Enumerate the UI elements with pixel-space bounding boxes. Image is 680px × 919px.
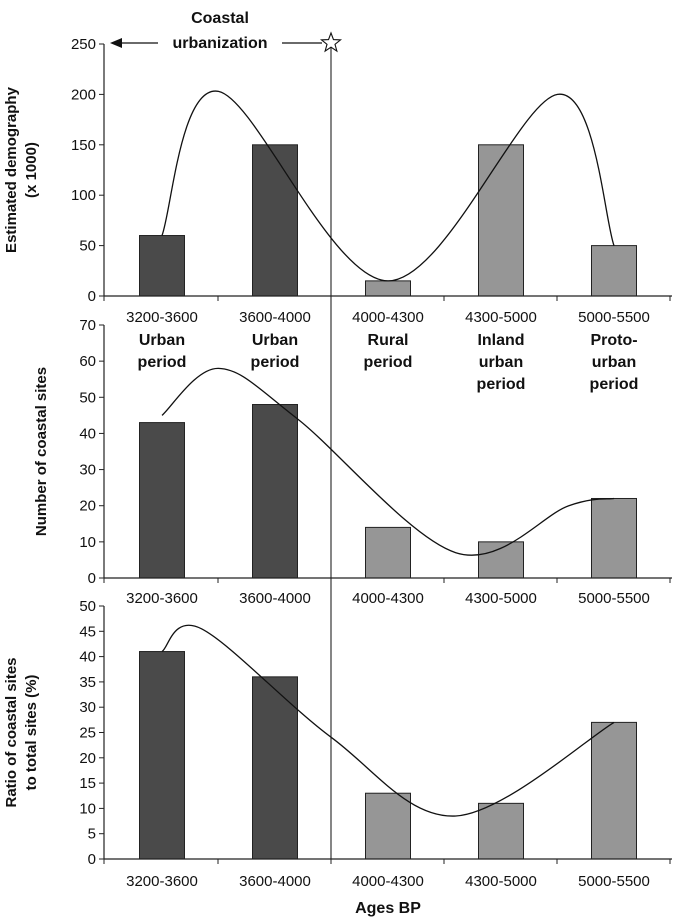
y-tick-label-panel2: 60 (79, 353, 96, 370)
y-tick-label-panel1: 150 (71, 137, 96, 154)
y-axis-title-panel3: to total sites (%) (23, 675, 40, 791)
bar-panel1-3200-3600 (139, 235, 185, 297)
period-label-3: period (364, 354, 413, 371)
bar-panel1-4300-5000 (478, 144, 524, 297)
bar-panel2-3600-4000 (252, 404, 298, 579)
x-tick-label-panel2: 3200-3600 (126, 590, 198, 607)
x-tick-label-panel1: 3200-3600 (126, 309, 198, 326)
period-label-2: Urban (252, 332, 298, 349)
x-tick-label-panel2: 4000-4300 (352, 590, 424, 607)
bar-panel1-5000-5500 (591, 245, 637, 297)
y-tick-label-panel3: 5 (88, 826, 96, 843)
y-tick-label-panel1: 200 (71, 86, 96, 103)
y-tick-label-panel3: 50 (79, 598, 96, 615)
y-tick-label-panel3: 20 (79, 750, 96, 767)
period-label-5: urban (592, 354, 636, 371)
trend-curve-panel1 (161, 90, 615, 282)
x-tick-label-panel1: 4300-5000 (465, 309, 537, 326)
y-axis-title-panel2: Number of coastal sites (33, 367, 50, 536)
period-label-5: period (590, 376, 639, 393)
x-tick-label-panel1: 3600-4000 (239, 309, 311, 326)
bars-layer (139, 144, 637, 860)
x-tick-label-panel3: 4000-4300 (352, 873, 424, 890)
x-tick-label-panel2: 5000-5500 (578, 590, 650, 607)
period-label-1: Urban (139, 332, 185, 349)
annotation-arrowhead (110, 38, 122, 48)
bar-panel2-3200-3600 (139, 422, 185, 579)
y-tick-label-panel1: 50 (79, 238, 96, 255)
trend-curve-panel2 (161, 367, 615, 556)
x-tick-label-panel1: 4000-4300 (352, 309, 424, 326)
bar-panel2-5000-5500 (591, 497, 637, 579)
y-tick-label-panel1: 250 (71, 36, 96, 53)
y-tick-label-panel3: 25 (79, 725, 96, 742)
bar-panel3-4300-5000 (478, 802, 524, 860)
bar-panel1-3600-4000 (252, 144, 298, 297)
bar-panel3-4000-4300 (365, 792, 411, 860)
y-tick-label-panel3: 35 (79, 674, 96, 691)
y-tick-label-panel2: 70 (79, 317, 96, 334)
y-tick-label-panel3: 0 (88, 851, 96, 868)
y-tick-label-panel2: 0 (88, 570, 96, 587)
annotation-line-2: urbanization (172, 35, 267, 52)
y-tick-label-panel3: 30 (79, 699, 96, 716)
y-tick-label-panel2: 40 (79, 425, 96, 442)
period-label-4: period (477, 376, 526, 393)
x-tick-label-panel1: 5000-5500 (578, 309, 650, 326)
axes-layer (99, 43, 672, 864)
period-label-4: Inland (477, 332, 524, 349)
bar-panel3-5000-5500 (591, 721, 637, 860)
x-tick-label-panel3: 5000-5500 (578, 873, 650, 890)
y-tick-label-panel1: 100 (71, 187, 96, 204)
y-tick-label-panel2: 10 (79, 534, 96, 551)
period-label-2: period (251, 354, 300, 371)
x-axis-title: Ages BP (355, 900, 421, 917)
y-tick-label-panel2: 30 (79, 462, 96, 479)
x-tick-label-panel2: 3600-4000 (239, 590, 311, 607)
y-axis-title-panel1: Estimated demography (3, 86, 20, 253)
x-tick-label-panel3: 4300-5000 (465, 873, 537, 890)
x-tick-label-panel3: 3200-3600 (126, 873, 198, 890)
y-tick-label-panel2: 50 (79, 389, 96, 406)
bar-panel3-3600-4000 (252, 676, 298, 860)
x-tick-label-panel3: 3600-4000 (239, 873, 311, 890)
period-label-1: period (138, 354, 187, 371)
x-tick-label-panel2: 4300-5000 (465, 590, 537, 607)
bar-panel1-4000-4300 (365, 280, 411, 297)
trend-curves-layer (161, 90, 615, 817)
star-icon (319, 31, 343, 53)
y-tick-label-panel3: 15 (79, 775, 96, 792)
bar-panel3-3200-3600 (139, 651, 185, 860)
annotation-layer: Coastal urbanization (110, 10, 343, 53)
period-label-4: urban (479, 354, 523, 371)
y-tick-label-panel1: 0 (88, 288, 96, 305)
y-axis-title-panel1: (x 1000) (23, 142, 40, 198)
period-label-5: Proto- (590, 332, 637, 349)
y-axis-title-panel3: Ratio of coastal sites (3, 657, 20, 807)
trend-curve-panel3 (161, 624, 615, 817)
period-label-3: Rural (368, 332, 409, 349)
bar-panel2-4300-5000 (478, 541, 524, 579)
y-tick-label-panel3: 45 (79, 623, 96, 640)
y-tick-label-panel3: 40 (79, 649, 96, 666)
annotation-line-1: Coastal (191, 10, 249, 27)
bar-panel2-4000-4300 (365, 526, 411, 579)
y-tick-label-panel2: 20 (79, 498, 96, 515)
y-tick-label-panel3: 10 (79, 800, 96, 817)
